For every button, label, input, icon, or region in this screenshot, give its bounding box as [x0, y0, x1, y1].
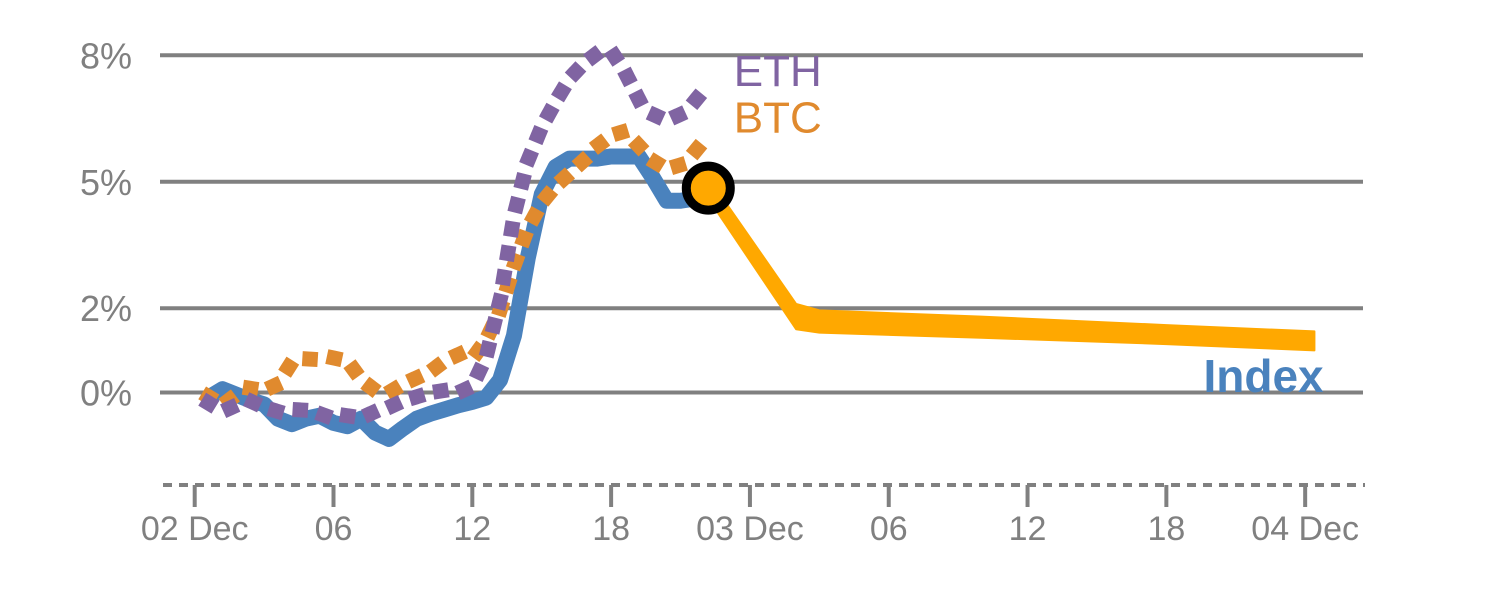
series-label-index: Index	[1204, 350, 1325, 402]
y-tick-label: 2%	[80, 288, 132, 329]
x-tick-label: 12	[453, 510, 491, 548]
x-tick-label: 06	[870, 510, 908, 548]
x-tick-label: 12	[1009, 510, 1047, 548]
forecast-band-shape	[707, 176, 1316, 352]
series-label-btc: BTC	[734, 94, 822, 143]
y-tick-label: 0%	[80, 373, 132, 414]
x-tick-label: 04 Dec	[1251, 510, 1359, 548]
series-label-eth: ETH	[734, 47, 822, 96]
x-tick-label: 18	[592, 510, 630, 548]
x-axis-tick-labels: 02 Dec 06 12 18 03 Dec 06 12 18 04 Dec	[141, 510, 1359, 548]
x-tick-label: 06	[315, 510, 353, 548]
forecast-band	[707, 176, 1316, 352]
x-tick-label: 18	[1147, 510, 1185, 548]
series-line-index	[200, 148, 717, 447]
series-line-btc	[198, 122, 719, 415]
gridlines	[160, 53, 1363, 395]
marker-dot[interactable]	[681, 161, 735, 215]
series-lines	[198, 42, 719, 447]
y-axis-tick-labels: 0% 2% 5% 8%	[80, 35, 132, 413]
x-tick-label: 03 Dec	[696, 510, 804, 548]
x-tick-label: 02 Dec	[141, 510, 249, 548]
x-axis	[163, 483, 1365, 507]
y-tick-label: 8%	[80, 35, 132, 76]
series-line-eth	[198, 42, 719, 427]
current-value-marker[interactable]	[681, 161, 735, 215]
y-tick-label: 5%	[80, 162, 132, 203]
